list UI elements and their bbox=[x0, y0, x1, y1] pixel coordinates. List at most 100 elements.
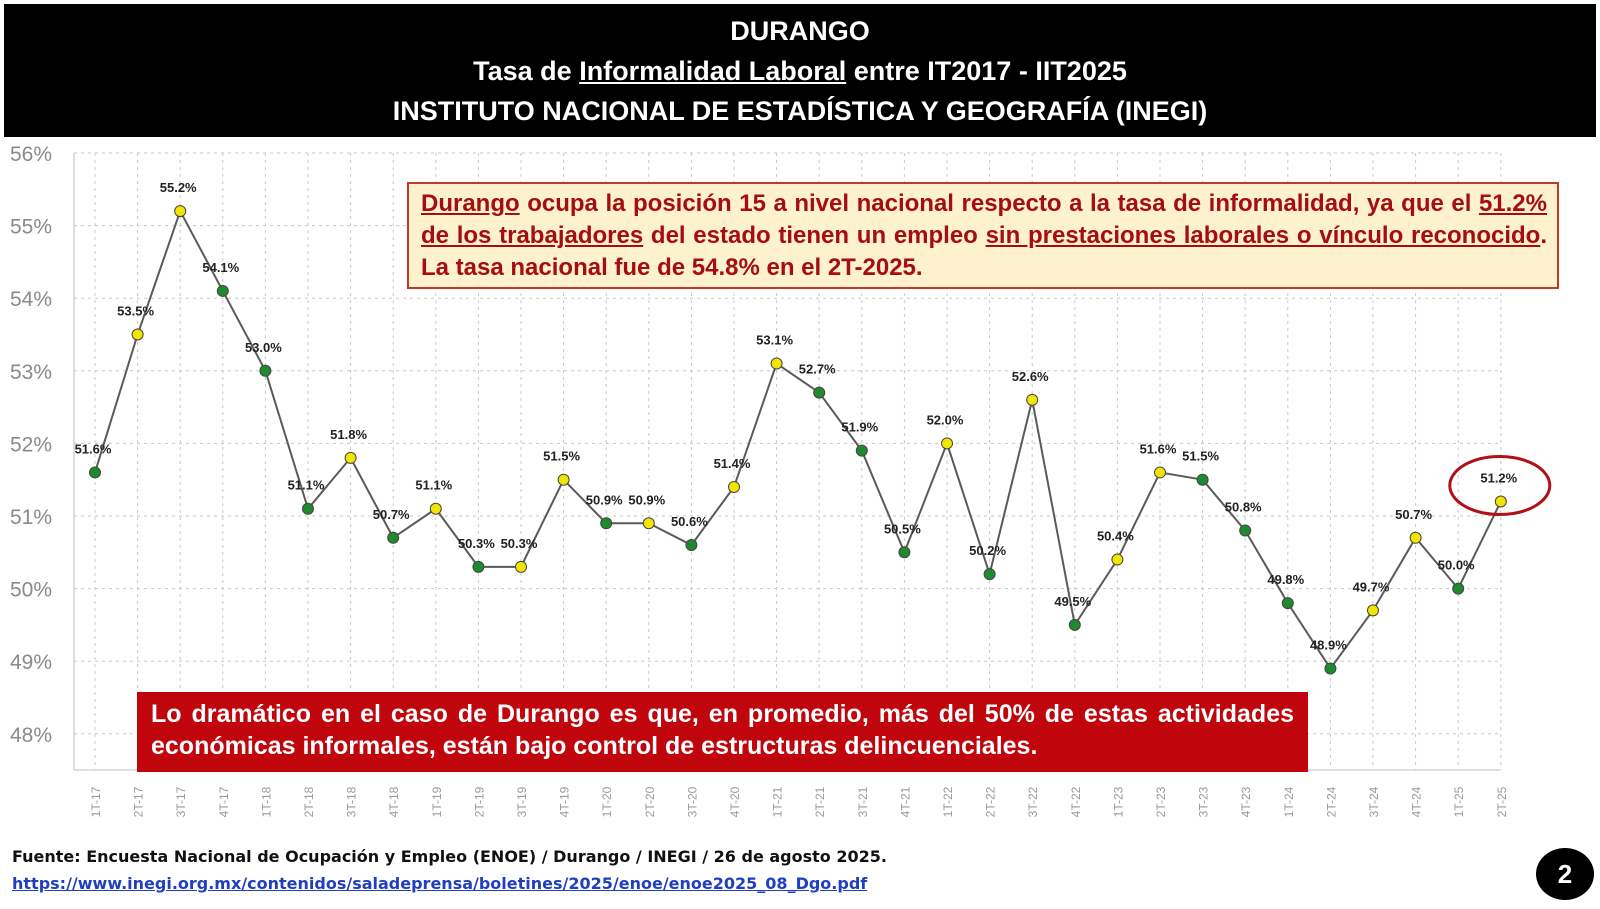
data-point bbox=[642, 517, 655, 530]
x-tick-label: 3T-22 bbox=[1026, 786, 1040, 817]
y-tick-label: 50% bbox=[10, 579, 52, 602]
x-tick-label: 3T-24 bbox=[1367, 786, 1381, 817]
y-tick-label: 52% bbox=[10, 433, 52, 456]
header-title: DURANGO bbox=[730, 16, 870, 46]
x-tick-label: 4T-19 bbox=[558, 786, 572, 817]
header-banner: DURANGO Tasa de Informalidad Laboral ent… bbox=[4, 4, 1596, 137]
callout-text-1: ocupa la posición 15 a nivel nacional re… bbox=[519, 190, 1479, 217]
x-tick-label: 1T-17 bbox=[89, 786, 103, 817]
y-tick-label: 55% bbox=[10, 216, 52, 239]
x-tick-label: 4T-18 bbox=[387, 786, 401, 817]
data-point bbox=[1154, 466, 1166, 479]
x-tick-label: 1T-21 bbox=[771, 786, 785, 817]
line-chart: 48% 49% 50% 51% 52% 53% 54% 55% 56% 1T-17 2T-17 3T-… bbox=[10, 143, 1552, 817]
header-subtitle: Tasa de Informalidad Laboral entre IT201… bbox=[4, 51, 1596, 91]
data-point bbox=[1111, 553, 1124, 566]
x-tick-label: 1T-23 bbox=[1111, 786, 1125, 817]
x-tick-label: 4T-17 bbox=[217, 786, 231, 817]
data-label: 51.4% bbox=[714, 456, 751, 471]
data-label: 51.6% bbox=[1140, 441, 1177, 456]
highlight-ring bbox=[1448, 454, 1552, 516]
data-point bbox=[1452, 582, 1465, 595]
callout-top: Durango ocupa la posición 15 a nivel nac… bbox=[407, 182, 1559, 289]
x-tick-label: 1T-24 bbox=[1282, 786, 1296, 817]
data-point bbox=[216, 284, 229, 297]
x-tick-label: 4T-24 bbox=[1410, 786, 1424, 817]
data-point bbox=[131, 328, 144, 341]
x-tick-label: 3T-21 bbox=[856, 786, 870, 817]
x-tick-label: 2T-23 bbox=[1154, 786, 1168, 817]
data-label: 50.4% bbox=[1097, 529, 1134, 544]
data-label: 51.1% bbox=[415, 478, 452, 493]
x-tick-label: 2T-22 bbox=[984, 786, 998, 817]
data-point bbox=[429, 502, 442, 515]
y-tick-label: 51% bbox=[10, 506, 52, 529]
x-tick-label: 3T-20 bbox=[685, 786, 699, 817]
data-point bbox=[472, 560, 485, 573]
data-point bbox=[1409, 531, 1422, 544]
data-point bbox=[89, 466, 101, 479]
data-point bbox=[855, 444, 868, 457]
data-label: 51.8% bbox=[330, 427, 367, 442]
data-label: 52.6% bbox=[1012, 369, 1049, 384]
data-label: 49.8% bbox=[1267, 572, 1304, 587]
data-label: 49.7% bbox=[1353, 579, 1390, 594]
data-label: 50.5% bbox=[884, 521, 921, 536]
x-tick-label: 4T-20 bbox=[728, 786, 742, 817]
data-label: 51.5% bbox=[1182, 449, 1219, 464]
data-point bbox=[728, 480, 740, 493]
data-label: 50.7% bbox=[373, 507, 410, 522]
x-tick-label: 1T-22 bbox=[941, 786, 955, 817]
data-label: 51.1% bbox=[288, 478, 325, 493]
data-point bbox=[600, 517, 613, 530]
source-link[interactable]: https://www.inegi.org.mx/contenidos/sala… bbox=[12, 874, 868, 893]
x-tick-label: 2T-19 bbox=[472, 786, 486, 817]
data-point bbox=[259, 364, 272, 377]
data-label: 53.1% bbox=[756, 333, 793, 348]
data-point bbox=[1324, 662, 1337, 675]
x-tick-label: 2T-21 bbox=[813, 786, 827, 817]
subtitle-pre: Tasa de bbox=[473, 56, 580, 86]
data-label: 51.5% bbox=[543, 449, 580, 464]
y-tick-label: 48% bbox=[10, 724, 52, 747]
x-tick-label: 2T-20 bbox=[643, 786, 657, 817]
data-label: 50.8% bbox=[1225, 500, 1262, 515]
data-point bbox=[685, 539, 698, 552]
x-tick-label: 2T-24 bbox=[1324, 786, 1338, 817]
data-point bbox=[813, 386, 826, 399]
callout-text-3: . La tasa nacional fue de 54.8% en el 2T… bbox=[421, 222, 1548, 281]
data-point bbox=[1196, 473, 1209, 486]
x-tick-label: 2T-17 bbox=[132, 786, 146, 817]
data-point bbox=[557, 473, 570, 486]
callout-text-2: del estado tienen un empleo bbox=[643, 222, 986, 249]
x-tick-label: 3T-23 bbox=[1197, 786, 1211, 817]
x-tick-label: 2T-18 bbox=[302, 786, 316, 817]
callout-condition: sin prestaciones laborales o vínculo rec… bbox=[985, 222, 1541, 249]
data-label: 50.9% bbox=[586, 492, 623, 507]
data-label: 51.9% bbox=[841, 420, 878, 435]
x-tick-label: 3T-17 bbox=[174, 786, 188, 817]
data-point bbox=[898, 546, 911, 559]
x-tick-label: 4T-23 bbox=[1239, 786, 1253, 817]
data-label: 52.7% bbox=[799, 362, 836, 377]
x-tick-label: 2T-25 bbox=[1495, 786, 1509, 817]
data-label: 49.5% bbox=[1054, 594, 1091, 609]
data-label: 53.5% bbox=[117, 304, 154, 319]
data-label: 50.6% bbox=[671, 514, 708, 529]
data-label: 50.7% bbox=[1395, 507, 1432, 522]
data-label: 54.1% bbox=[202, 260, 239, 275]
x-tick-label: 1T-18 bbox=[259, 786, 273, 817]
data-label: 53.0% bbox=[245, 340, 282, 355]
x-tick-label: 3T-19 bbox=[515, 786, 529, 817]
data-label: 50.3% bbox=[458, 536, 495, 551]
data-point bbox=[1367, 604, 1379, 617]
x-tick-label: 3T-18 bbox=[345, 786, 359, 817]
data-point bbox=[770, 357, 783, 370]
x-tick-label: 4T-21 bbox=[898, 786, 912, 817]
subtitle-post: entre IT2017 - IIT2025 bbox=[846, 56, 1127, 86]
data-label: 48.9% bbox=[1310, 637, 1347, 652]
data-point bbox=[1068, 618, 1081, 631]
data-point bbox=[302, 502, 314, 515]
data-point bbox=[983, 568, 996, 581]
y-tick-label: 56% bbox=[10, 143, 52, 166]
